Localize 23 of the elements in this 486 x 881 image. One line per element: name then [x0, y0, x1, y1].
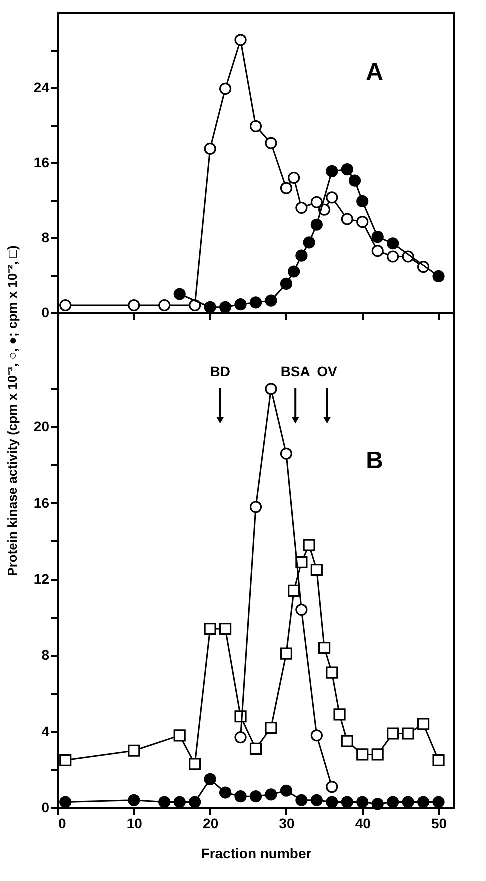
x-tick-label: 10: [126, 816, 143, 832]
x-tick-label: 20: [203, 816, 219, 832]
annotation: BD: [210, 363, 230, 380]
y-tick-label: 24: [34, 80, 50, 96]
y-tick-label: 8: [42, 647, 50, 664]
x-axis-title: Fraction number: [201, 846, 312, 862]
y-tick-label: 20: [34, 418, 50, 435]
x-tick-label: 30: [279, 816, 295, 832]
x-tick-label: 0: [58, 816, 66, 832]
y-tick-label: 16: [34, 494, 50, 511]
y-tick-label: 4: [42, 723, 50, 740]
annotation: BSA: [280, 363, 310, 380]
annotation: B: [366, 448, 384, 474]
y-tick-label: 12: [34, 571, 50, 588]
y-tick-label: 0: [42, 304, 50, 320]
annotation: OV: [317, 363, 338, 380]
y-axis-title: Protein kinase activity (cpm x 10⁻³, ○, ●; cpm x 10⁻², □): [4, 246, 20, 576]
x-tick-label: 50: [431, 816, 448, 832]
y-tick-label: 0: [42, 800, 50, 816]
y-tick-label: 8: [42, 230, 50, 246]
y-tick-label: 16: [34, 154, 50, 170]
x-tick-label: 40: [355, 816, 372, 832]
annotation: A: [366, 59, 384, 86]
